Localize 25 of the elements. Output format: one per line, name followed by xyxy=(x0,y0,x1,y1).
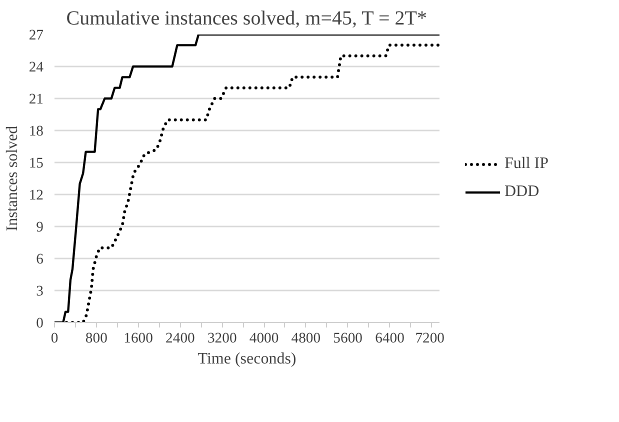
legend-label: DDD xyxy=(504,183,540,201)
y-tick-label: 24 xyxy=(28,60,44,76)
x-tick-label: 5600 xyxy=(333,330,362,346)
y-tick-label: 27 xyxy=(28,28,44,44)
legend-label: Full IP xyxy=(504,155,549,173)
x-tick-label: 3200 xyxy=(207,330,237,346)
x-axis-title: Time (seconds) xyxy=(198,350,296,368)
y-tick-label: 9 xyxy=(36,220,44,236)
x-tick-label: 6400 xyxy=(375,330,404,346)
x-tick-label: 2400 xyxy=(166,330,195,346)
x-tick-label: 7200 xyxy=(415,330,444,346)
x-tick-label: 800 xyxy=(85,330,108,346)
y-tick-label: 6 xyxy=(36,252,44,268)
chart-title: Cumulative instances solved, m=45, T = 2T* xyxy=(66,8,427,30)
x-tick-label: 1600 xyxy=(124,330,153,346)
y-tick-label: 18 xyxy=(28,124,44,140)
y-axis-title: Instances solved xyxy=(4,126,21,232)
y-tick-label: 15 xyxy=(28,156,44,172)
y-tick-label: 21 xyxy=(28,92,44,108)
x-tick-label: 0 xyxy=(50,330,58,346)
y-tick-label: 3 xyxy=(36,284,44,300)
y-tick-label: 0 xyxy=(36,316,44,332)
x-tick-label: 4800 xyxy=(291,330,321,346)
x-tick-label: 4000 xyxy=(249,330,279,346)
y-tick-label: 12 xyxy=(28,188,44,204)
